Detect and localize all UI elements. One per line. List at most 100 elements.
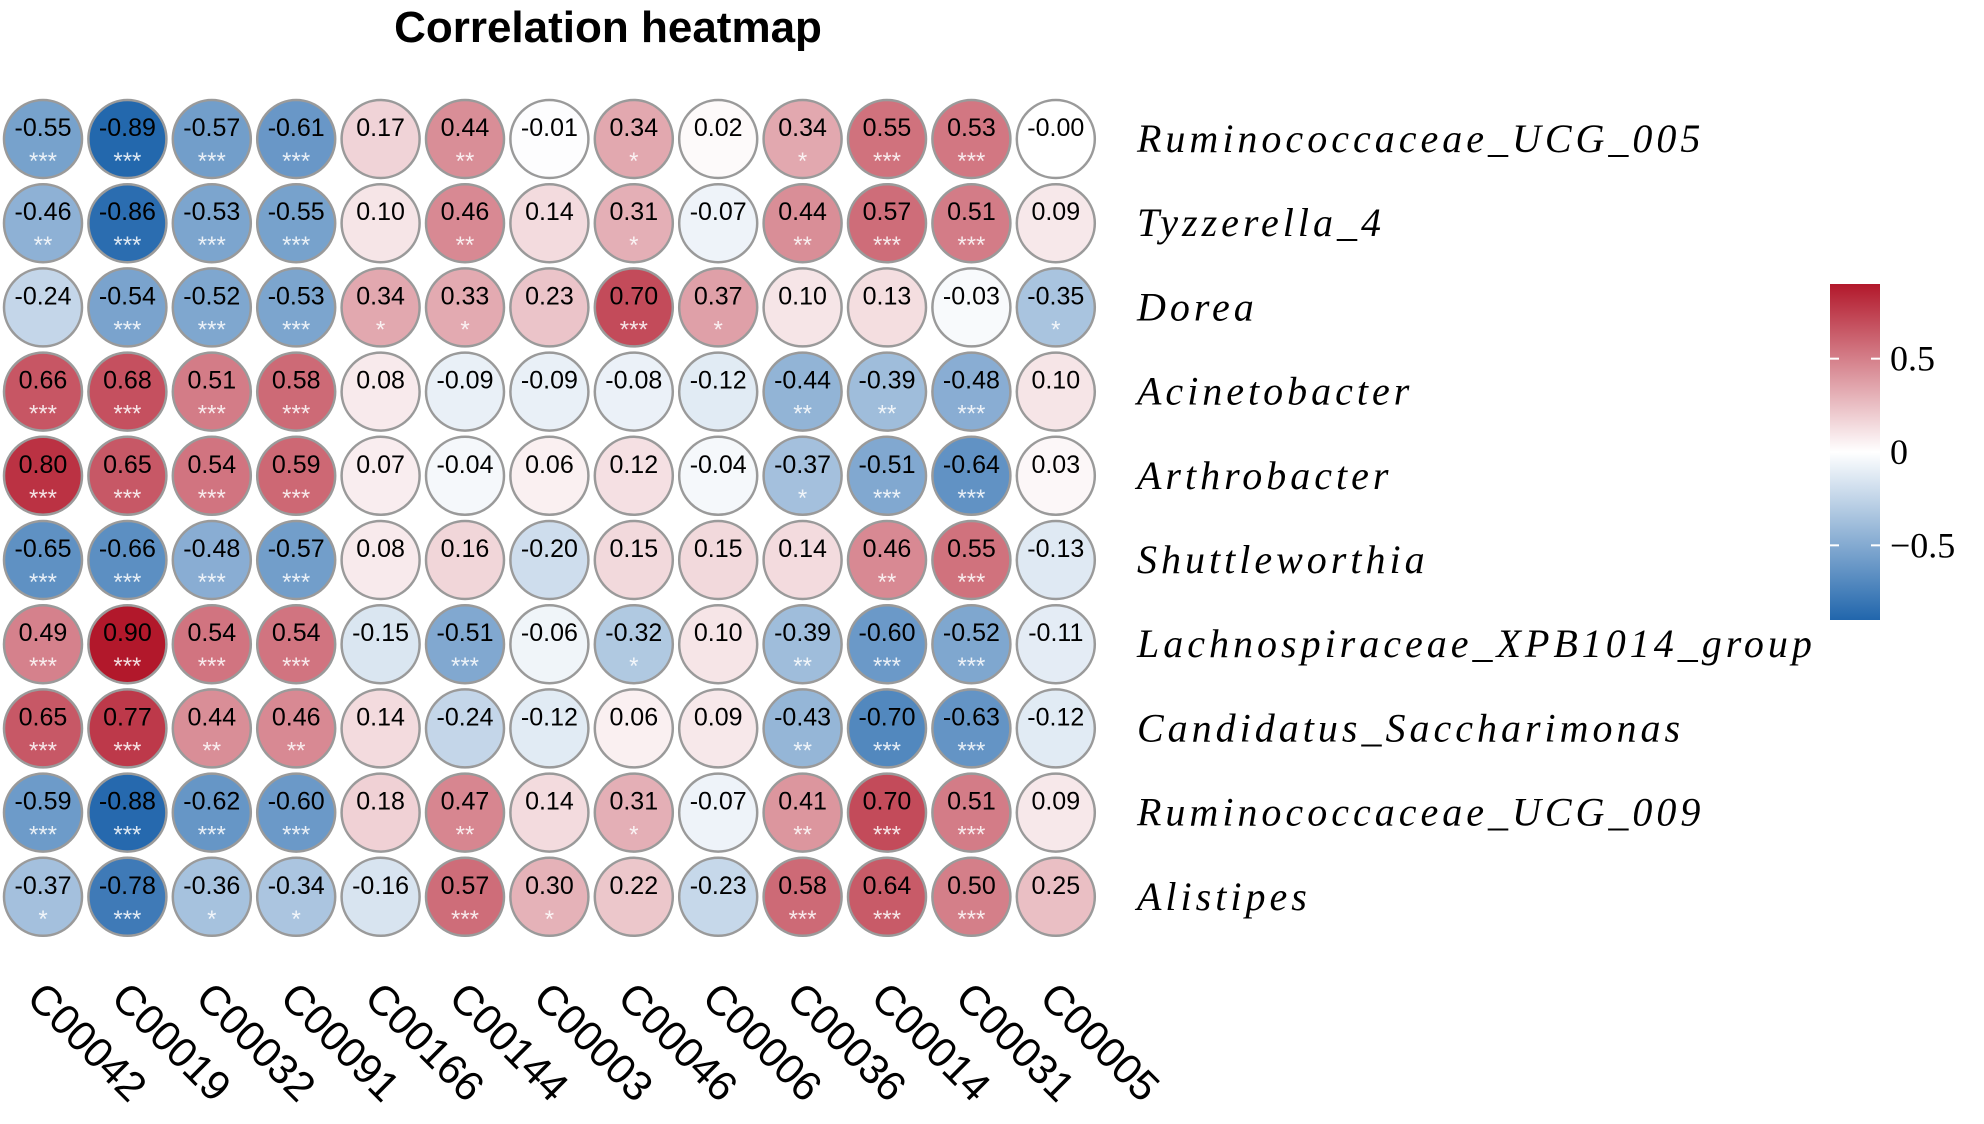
cell-value: 0.44	[187, 703, 236, 731]
cell-value: 0.10	[778, 282, 827, 310]
cell-significance: ***	[113, 822, 141, 849]
cell-circle	[340, 435, 421, 517]
cell-circle	[509, 182, 590, 264]
cell-circle	[340, 603, 421, 685]
cell-value: -0.07	[690, 788, 747, 816]
cell-significance: ***	[198, 316, 226, 343]
cell-significance: ***	[282, 653, 310, 680]
cell-value: -0.09	[521, 367, 578, 395]
heatmap-cell: -0.24	[2, 267, 84, 348]
cell-circle	[762, 603, 843, 685]
cell-circle	[593, 351, 675, 432]
cell-circle	[762, 856, 843, 938]
cell-significance: ***	[282, 401, 310, 428]
heatmap-cell: -0.16	[340, 856, 421, 938]
row-label: Lachnospiraceae_XPB1014_group	[1136, 621, 1816, 666]
cell-circle	[931, 351, 1012, 432]
cell-significance: *	[714, 316, 723, 343]
cell-value: -0.53	[183, 198, 240, 226]
heatmap-cells: -0.55***-0.89***-0.57***-0.61***0.17 0.44…	[2, 98, 1097, 938]
cell-significance: ***	[113, 653, 141, 680]
heatmap-cell: 0.31 *	[593, 182, 675, 264]
cell-circle	[1015, 688, 1097, 769]
heatmap-cell: 0.59 ***	[255, 435, 337, 517]
cell-value: -0.86	[99, 198, 156, 226]
heatmap-cell: 0.06	[593, 688, 675, 769]
heatmap-cell: 0.54 ***	[171, 435, 253, 517]
row-labels: Ruminococcaceae_UCG_005 Tyzzerella_4 Dorea…	[1134, 116, 1816, 919]
heatmap-cell: -0.39 **	[762, 603, 843, 685]
heatmap-cell: -0.66 ***	[87, 519, 168, 601]
cell-significance: ***	[957, 653, 985, 680]
cell-circle	[424, 772, 506, 853]
cell-value: 0.30	[525, 872, 574, 900]
heatmap-cell: 0.44 **	[171, 688, 253, 769]
cell-significance: *	[798, 148, 807, 175]
cell-circle	[677, 519, 759, 601]
cell-circle	[171, 688, 253, 769]
cell-value: 0.51	[947, 198, 996, 226]
heatmap-cell: 0.25	[1015, 856, 1097, 938]
cell-value: 0.37	[694, 282, 743, 310]
cell-circle	[846, 98, 928, 180]
cell-circle	[677, 98, 759, 180]
cell-value: 0.18	[356, 788, 405, 816]
cell-circle	[424, 856, 506, 938]
cell-significance: ***	[113, 316, 141, 343]
cell-value: -0.12	[690, 367, 747, 395]
heatmap-cell: -0.48 ***	[171, 519, 253, 601]
cell-value: 0.57	[863, 198, 912, 226]
cell-significance: *	[1051, 316, 1060, 343]
cell-value: -0.57	[268, 535, 325, 563]
heatmap-cell: 0.58 ***	[255, 351, 337, 432]
cell-circle	[762, 519, 843, 601]
cell-circle	[677, 688, 759, 769]
cell-significance: **	[456, 148, 475, 175]
legend-tick-label: −0.5	[1890, 525, 1955, 565]
cell-circle	[846, 267, 928, 348]
heatmap-cell: -0.12	[1015, 688, 1097, 769]
row-label: Acinetobacter	[1134, 369, 1413, 414]
cell-circle	[2, 519, 84, 601]
cell-value: -0.32	[605, 619, 662, 647]
cell-value: -0.39	[859, 367, 916, 395]
heatmap-cell: -0.24	[424, 688, 506, 769]
cell-significance: ***	[282, 822, 310, 849]
cell-value: 0.66	[19, 367, 68, 395]
cell-value: -0.62	[183, 788, 240, 816]
heatmap-cell: 0.14	[509, 182, 590, 264]
cell-circle	[1015, 856, 1097, 938]
cell-circle	[87, 435, 168, 517]
cell-circle	[340, 856, 421, 938]
cell-circle	[593, 519, 675, 601]
cell-value: 0.33	[441, 282, 490, 310]
cell-circle	[1015, 772, 1097, 853]
cell-value: 0.14	[356, 703, 405, 731]
cell-significance: *	[545, 906, 554, 933]
cell-significance: ***	[957, 401, 985, 428]
cell-value: 0.70	[863, 788, 912, 816]
heatmap-cell: -0.53 ***	[255, 267, 337, 348]
cell-circle	[171, 519, 253, 601]
cell-value: -0.52	[943, 619, 1000, 647]
heatmap-cell: -0.23	[677, 856, 759, 938]
cell-circle	[87, 772, 168, 853]
heatmap-cell: -0.12	[509, 688, 590, 769]
cell-value: -0.64	[943, 451, 1000, 479]
cell-significance: ***	[873, 822, 901, 849]
cell-circle	[593, 267, 675, 348]
cell-value: -0.48	[943, 367, 1000, 395]
cell-value: 0.90	[103, 619, 152, 647]
cell-circle	[1015, 603, 1097, 685]
heatmap-cell: 0.14	[762, 519, 843, 601]
heatmap-cell: -0.51 ***	[424, 603, 506, 685]
heatmap-cell: -0.44 **	[762, 351, 843, 432]
cell-value: -0.20	[521, 535, 578, 563]
heatmap-cell: 0.34 *	[340, 267, 421, 348]
cell-circle	[2, 435, 84, 517]
cell-value: -0.04	[690, 451, 747, 479]
cell-circle	[87, 519, 168, 601]
cell-circle	[2, 182, 84, 264]
heatmap-cell: -0.59 ***	[2, 772, 84, 853]
cell-value: 0.53	[947, 114, 996, 142]
